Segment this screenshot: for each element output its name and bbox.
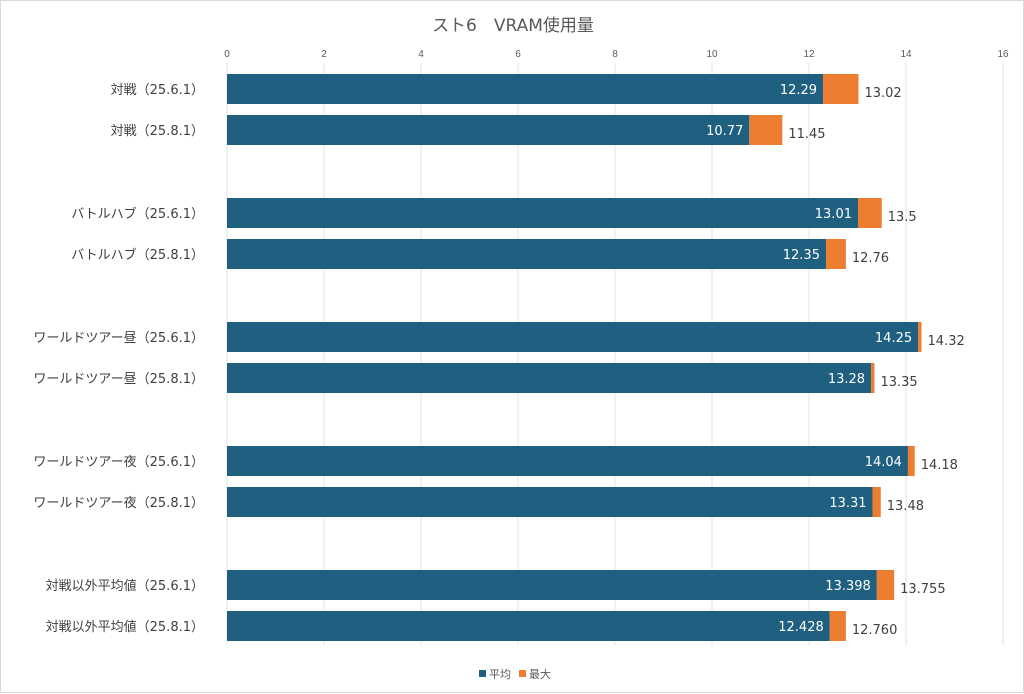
data-label-max: 12.760 [852,623,898,638]
category-label: 対戦以外平均値（25.6.1） [46,578,204,594]
category-label: ワールドツアー夜（25.6.1） [33,455,204,470]
bar-max [907,446,915,476]
bar-max [857,198,882,228]
bar-average [227,322,919,352]
data-label-max: 13.5 [888,210,917,225]
data-label-max: 12.76 [852,251,889,266]
x-tick-label: 12 [803,49,815,60]
chart-title: スト6 VRAM使用量 [432,15,594,36]
bar-average [227,363,872,393]
data-label-average: 12.29 [780,83,817,98]
x-tick-label: 14 [900,49,912,60]
category-labels: 対戦（25.6.1） 対戦（25.8.1） バトルハブ（25.6.1） バトルハブ（2… [33,83,204,635]
data-label-max: 13.35 [880,375,917,390]
category-label: ワールドツアー夜（25.8.1） [33,496,204,511]
data-label-max: 13.48 [887,499,924,514]
bars [227,74,922,641]
category-label: バトルハブ（25.6.1） [71,206,204,222]
bar-average [227,446,908,476]
category-label: 対戦（25.8.1） [111,124,204,139]
data-label-average: 13.28 [828,372,865,387]
bar-average [227,115,750,145]
data-label-max: 11.45 [788,127,825,142]
legend-swatch-avg [479,670,486,677]
bar-max [825,239,846,269]
data-label-average: 13.01 [815,207,852,222]
category-label: バトルハブ（25.8.1） [71,247,204,263]
legend-swatch-max [519,670,526,677]
data-label-average: 12.428 [778,620,824,635]
category-label: ワールドツアー昼（25.8.1） [33,372,204,387]
bar-max [829,611,846,641]
data-label-average: 14.25 [875,331,912,346]
data-label-average: 13.398 [825,579,871,594]
x-tick-label: 4 [418,49,424,60]
data-label-average: 12.35 [783,248,820,263]
bar-average [227,74,824,104]
x-tick-label: 6 [515,49,521,60]
data-labels: 12.29 13.02 10.77 11.45 13.01 13.5 12.35 12.76 1… [706,83,965,638]
grid-lines [226,63,1004,645]
legend-label-avg: 平均 [489,668,511,681]
bar-average [227,487,873,517]
bar-average [227,239,826,269]
data-label-max: 13.02 [864,86,901,101]
bar-average [227,198,858,228]
x-tick-label: 2 [321,49,327,60]
x-tick-label: 0 [224,49,230,60]
x-tick-label: 10 [706,49,718,60]
bar-max [749,115,783,145]
data-label-average: 13.31 [829,496,866,511]
bar-max [918,322,922,352]
bar-average [227,570,877,600]
category-label: 対戦（25.6.1） [111,83,204,98]
bar-max [876,570,895,600]
legend-label-max: 最大 [529,667,551,681]
data-label-max: 14.18 [921,458,958,473]
category-label: ワールドツアー昼（25.6.1） [33,331,204,346]
bar-max [871,363,875,393]
data-label-average: 14.04 [865,455,902,470]
data-label-max: 13.755 [900,582,946,597]
category-label: 対戦以外平均値（25.8.1） [46,619,204,635]
bar-max [872,487,881,517]
x-axis-ticks: 0 2 4 6 8 10 12 14 16 [224,49,1009,60]
data-label-max: 14.32 [928,334,965,349]
x-tick-label: 16 [997,49,1009,60]
x-tick-label: 8 [612,49,618,60]
bar-average [227,611,830,641]
bar-max [823,74,859,104]
data-label-average: 10.77 [706,124,743,139]
legend: 平均 最大 [479,667,551,681]
